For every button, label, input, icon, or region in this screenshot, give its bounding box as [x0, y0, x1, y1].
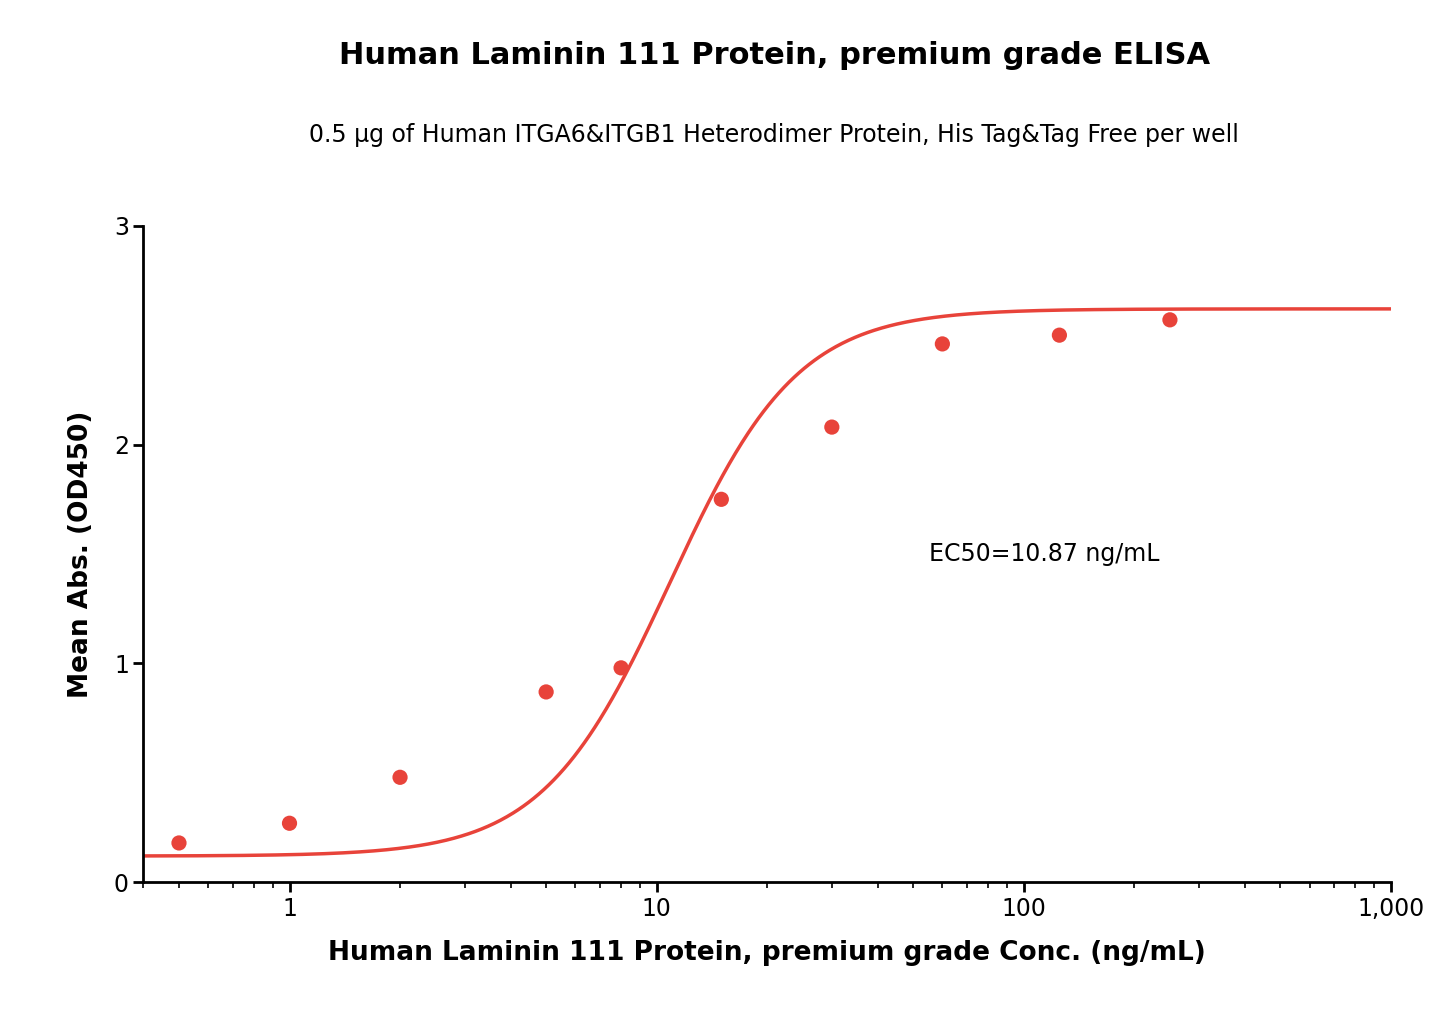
Point [820, 419, 843, 435]
Y-axis label: Mean Abs. (OD450): Mean Abs. (OD450) [69, 410, 95, 698]
Point [1048, 327, 1071, 344]
Point [168, 835, 191, 852]
Point [535, 683, 558, 700]
Text: 0.5 μg of Human ITGA6&ITGB1 Heterodimer Protein, His Tag&Tag Free per well: 0.5 μg of Human ITGA6&ITGB1 Heterodimer … [310, 123, 1239, 147]
Point [710, 491, 733, 508]
Point [389, 770, 412, 786]
Text: EC50=10.87 ng/mL: EC50=10.87 ng/mL [929, 542, 1160, 566]
Text: Human Laminin 111 Protein, premium grade ELISA: Human Laminin 111 Protein, premium grade… [338, 41, 1210, 70]
X-axis label: Human Laminin 111 Protein, premium grade Conc. (ng/mL): Human Laminin 111 Protein, premium grade… [328, 941, 1206, 966]
Point [1159, 312, 1182, 328]
Point [609, 660, 632, 676]
Point [931, 336, 954, 352]
Point [278, 815, 301, 831]
